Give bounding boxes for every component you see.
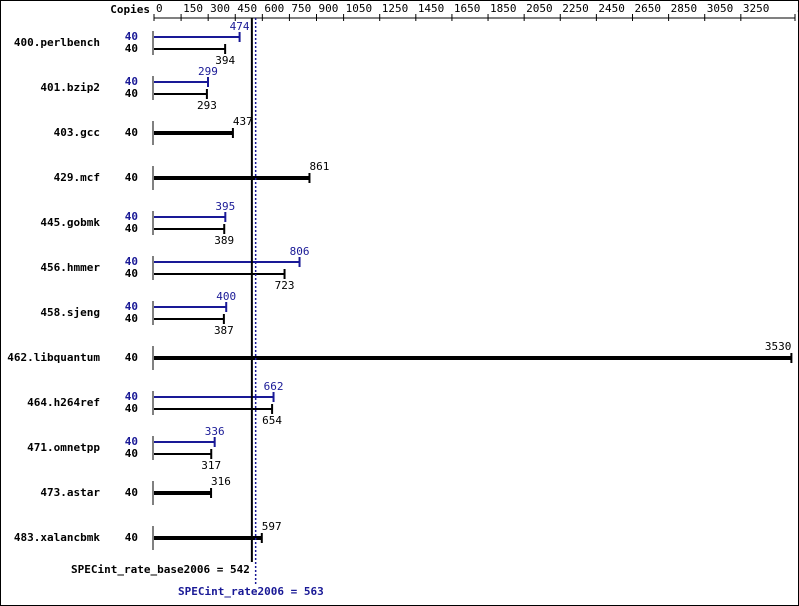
value-label: 861: [309, 160, 329, 173]
copies-label: 40: [125, 390, 138, 403]
value-label: 654: [262, 414, 282, 427]
reference-label: SPECint_rate2006 = 563: [178, 585, 324, 598]
category-label: 400.perlbench: [14, 36, 100, 49]
value-label: 723: [275, 279, 295, 292]
copies-label: 40: [125, 75, 138, 88]
x-tick-label: 3550: [797, 2, 799, 15]
copies-label: 40: [125, 210, 138, 223]
category-label: 471.omnetpp: [27, 441, 100, 454]
copies-label: 40: [125, 30, 138, 43]
value-label: 400: [216, 290, 236, 303]
copies-label: 40: [125, 312, 138, 325]
x-tick-label: 0: [156, 2, 163, 15]
x-tick-label: 1250: [382, 2, 409, 15]
x-tick-label: 600: [264, 2, 284, 15]
value-label: 387: [214, 324, 234, 337]
x-tick-label: 2050: [526, 2, 553, 15]
copies-label: 40: [125, 87, 138, 100]
category-label: 473.astar: [40, 486, 100, 499]
copies-label: 40: [125, 402, 138, 415]
x-tick-label: 750: [291, 2, 311, 15]
copies-label: 40: [125, 42, 138, 55]
x-tick-label: 1050: [346, 2, 373, 15]
copies-label: 40: [125, 531, 138, 544]
copies-label: 40: [125, 222, 138, 235]
value-label: 336: [205, 425, 225, 438]
copies-label: 40: [125, 351, 138, 364]
category-label: 429.mcf: [54, 171, 100, 184]
value-label: 389: [214, 234, 234, 247]
copies-header: Copies: [110, 3, 150, 16]
value-label: 474: [230, 20, 250, 33]
reference-label: SPECint_rate_base2006 = 542: [71, 563, 250, 576]
value-label: 597: [262, 520, 282, 533]
copies-label: 40: [125, 126, 138, 139]
category-label: 456.hmmer: [40, 261, 100, 274]
value-label: 293: [197, 99, 217, 112]
copies-label: 40: [125, 486, 138, 499]
value-label: 395: [215, 200, 235, 213]
value-label: 394: [215, 54, 235, 67]
category-label: 458.sjeng: [40, 306, 100, 319]
value-label: 317: [201, 459, 221, 472]
x-tick-label: 900: [319, 2, 339, 15]
x-tick-label: 2450: [598, 2, 625, 15]
category-label: 483.xalancbmk: [14, 531, 100, 544]
value-label: 806: [290, 245, 310, 258]
value-label: 437: [233, 115, 253, 128]
category-label: 401.bzip2: [40, 81, 100, 94]
category-label: 445.gobmk: [40, 216, 100, 229]
x-tick-label: 450: [237, 2, 257, 15]
x-tick-label: 2850: [671, 2, 698, 15]
copies-label: 40: [125, 435, 138, 448]
x-tick-label: 3050: [707, 2, 734, 15]
value-label: 662: [264, 380, 284, 393]
x-tick-label: 1650: [454, 2, 481, 15]
category-label: 462.libquantum: [7, 351, 100, 364]
x-tick-label: 3250: [743, 2, 770, 15]
copies-label: 40: [125, 255, 138, 268]
x-tick-label: 2650: [634, 2, 661, 15]
category-label: 403.gcc: [54, 126, 100, 139]
copies-label: 40: [125, 300, 138, 313]
category-label: 464.h264ref: [27, 396, 100, 409]
value-label: 3530: [765, 340, 792, 353]
x-tick-label: 1450: [418, 2, 445, 15]
value-label: 299: [198, 65, 218, 78]
x-tick-label: 2250: [562, 2, 589, 15]
x-tick-label: 1850: [490, 2, 516, 15]
copies-label: 40: [125, 267, 138, 280]
x-tick-label: 150: [183, 2, 203, 15]
copies-label: 40: [125, 447, 138, 460]
copies-label: 40: [125, 171, 138, 184]
value-label: 316: [211, 475, 231, 488]
x-tick-label: 300: [210, 2, 230, 15]
